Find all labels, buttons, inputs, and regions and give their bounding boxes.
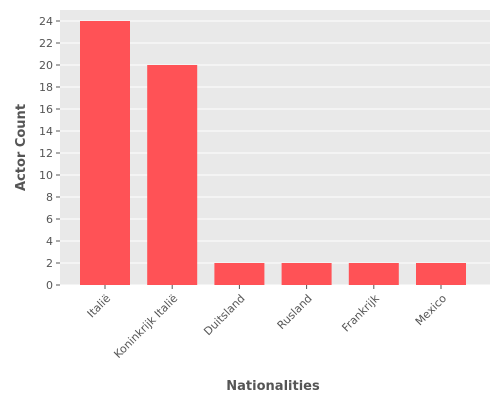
y-tick-label-20: 20 (39, 59, 53, 72)
x-tick-label-5: Mexico (413, 292, 450, 329)
x-tick-label-0: Italië (85, 292, 114, 321)
y-tick-label-8: 8 (46, 191, 53, 204)
bar-0 (80, 21, 130, 285)
grid-lines (60, 20, 490, 286)
bar-3 (281, 263, 332, 285)
bar-1 (147, 65, 198, 285)
y-tick-label-18: 18 (39, 81, 53, 94)
y-tick-label-14: 14 (39, 125, 53, 138)
y-tick-label-12: 12 (39, 147, 53, 160)
plot-background (60, 10, 490, 285)
y-tick-label-4: 4 (46, 235, 53, 248)
x-tick-label-1: Koninkrijk Italië (111, 292, 180, 361)
y-axis-title: Actor Count (14, 104, 29, 191)
y-tick-label-16: 16 (39, 103, 53, 116)
bars (80, 21, 466, 285)
y-tick-label-2: 2 (46, 257, 53, 270)
y-tick-label-10: 10 (39, 169, 53, 182)
bar-2 (214, 263, 265, 285)
x-axis-title: Nationalities (226, 379, 320, 394)
y-tick-label-22: 22 (39, 37, 53, 50)
bar-5 (416, 263, 466, 285)
plot-area (60, 10, 490, 286)
x-tick-label-2: Duitsland (201, 292, 247, 338)
x-tick-label-3: Rusland (275, 292, 315, 332)
x-tick-label-4: Frankrijk (339, 291, 382, 334)
y-tick-label-0: 0 (46, 279, 53, 292)
y-tick-label-6: 6 (46, 213, 53, 226)
bar-4 (348, 263, 399, 285)
y-tick-label-24: 24 (39, 15, 53, 28)
